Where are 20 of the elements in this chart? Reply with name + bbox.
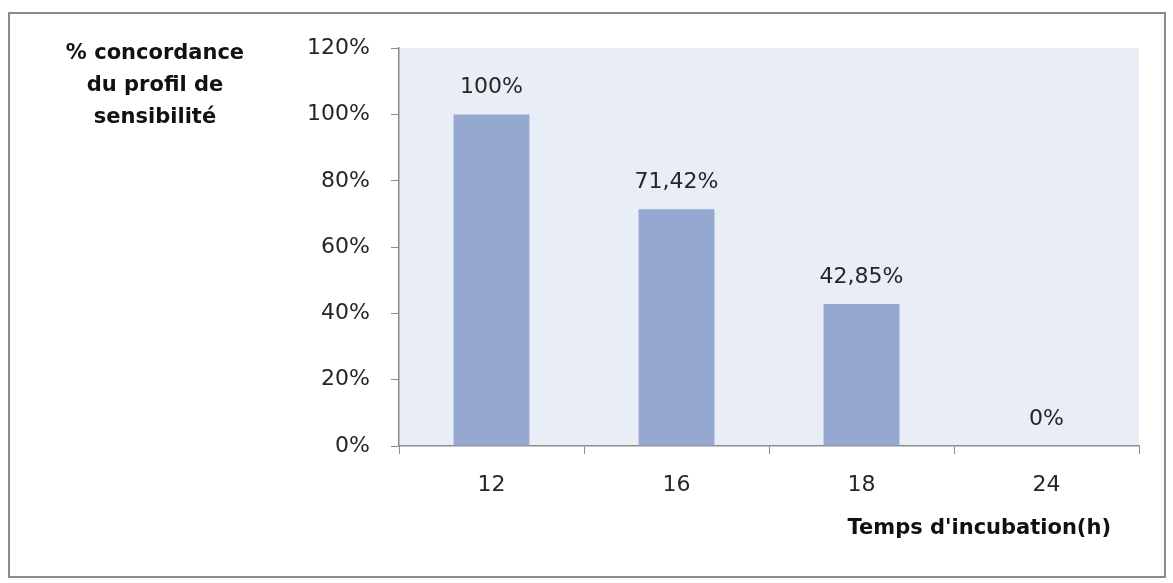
- bar: [823, 303, 900, 446]
- y-tick-label: 60%: [321, 232, 370, 258]
- y-axis-title: % concordance du profil de sensibilité: [64, 39, 246, 130]
- data-label: 100%: [460, 73, 523, 99]
- x-tick-label: 18: [847, 470, 876, 496]
- data-label: 42,85%: [819, 262, 904, 288]
- x-tick-label: 16: [662, 470, 691, 496]
- y-tick-label: 20%: [321, 365, 370, 391]
- y-tick-label: 40%: [321, 299, 370, 325]
- x-axis-title: Temps d'incubation(h): [847, 515, 1111, 540]
- x-tick-label: 12: [477, 470, 506, 496]
- x-tick-label: 24: [1032, 470, 1061, 496]
- bar: [453, 114, 530, 446]
- bar: [638, 209, 715, 446]
- y-tick-label: 120%: [307, 33, 370, 59]
- y-tick-label: 80%: [321, 166, 370, 192]
- y-tick-label: 0%: [335, 431, 370, 457]
- data-label: 0%: [1029, 404, 1064, 430]
- data-label: 71,42%: [634, 167, 719, 193]
- y-tick-label: 100%: [307, 100, 370, 126]
